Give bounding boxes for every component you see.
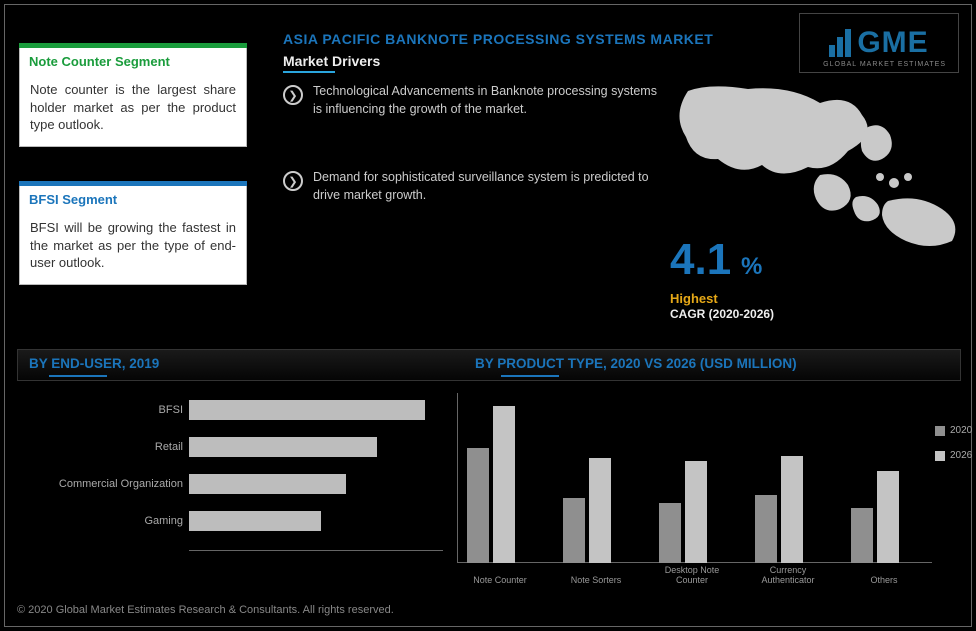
section-title-product: BY PRODUCT TYPE, 2020 VS 2026 (USD MILLI…: [475, 356, 797, 371]
enduser-category-labels: BFSI Retail Commercial Organization Gaming: [25, 397, 183, 545]
cagr-value: 4.1: [670, 235, 731, 285]
cagr-highest-label: Highest: [670, 291, 718, 306]
product-bar-group: [851, 471, 921, 563]
product-category-label: Desktop Note Counter: [649, 565, 735, 585]
driver-text: Technological Advancements in Banknote p…: [313, 83, 663, 118]
copyright-footer: © 2020 Global Market Estimates Research …: [17, 604, 394, 616]
side-box-body: Note counter is the largest share holder…: [20, 73, 246, 146]
enduser-category: Retail: [25, 434, 183, 460]
legend-item: 2020: [935, 425, 972, 436]
enduser-bar: [189, 397, 443, 423]
page-title: ASIA PACIFIC BANKNOTE PROCESSING SYSTEMS…: [283, 31, 713, 47]
brand-logo: GME GLOBAL MARKET ESTIMATES: [799, 13, 959, 73]
drivers-underline: [283, 71, 335, 73]
section-underline-product: [501, 375, 559, 377]
enduser-category: BFSI: [25, 397, 183, 423]
legend-swatch: [935, 426, 945, 436]
side-box-body: BFSI will be growing the fastest in the …: [20, 211, 246, 284]
driver-item: ❯ Technological Advancements in Banknote …: [283, 83, 663, 118]
product-category-label: Currency Authenticator: [745, 565, 831, 585]
logo-bars-icon: [829, 29, 851, 57]
side-box: BFSI SegmentBFSI will be growing the fas…: [19, 181, 247, 285]
section-title-enduser: BY END-USER, 2019: [29, 356, 159, 371]
asia-pacific-map-icon: [670, 81, 970, 251]
legend-label: 2026: [950, 450, 972, 461]
enduser-category: Gaming: [25, 508, 183, 534]
chevron-right-icon: ❯: [283, 85, 303, 105]
enduser-bar: [189, 434, 443, 460]
chevron-right-icon: ❯: [283, 171, 303, 191]
product-bar-group: [467, 406, 537, 563]
product-category-label: Note Counter: [457, 575, 543, 585]
cagr-range-label: CAGR (2020-2026): [670, 307, 774, 321]
product-chart-legend: 2020 2026: [935, 425, 972, 461]
product-type-bar-chart: Note Counter Note Sorters Desktop Note Cou…: [457, 393, 932, 591]
enduser-bar: [189, 471, 443, 497]
drivers-heading: Market Drivers: [283, 53, 380, 73]
product-bar-group: [563, 458, 633, 563]
legend-label: 2020: [950, 425, 972, 436]
logo-text: GME: [857, 26, 928, 60]
side-box-header: BFSI Segment: [19, 181, 247, 211]
product-category-label: Others: [841, 575, 927, 585]
driver-text: Demand for sophisticated surveillance sy…: [313, 169, 663, 204]
legend-swatch: [935, 451, 945, 461]
driver-item: ❯ Demand for sophisticated surveillance s…: [283, 169, 663, 204]
enduser-bar: [189, 508, 443, 534]
drivers-heading-text: Market Drivers: [283, 53, 380, 69]
enduser-category: Commercial Organization: [25, 471, 183, 497]
product-bar-group: [755, 456, 825, 563]
legend-item: 2026: [935, 450, 972, 461]
cagr-percent: %: [741, 253, 762, 281]
enduser-axis: [189, 550, 443, 551]
page-frame: GME GLOBAL MARKET ESTIMATES ASIA PACIFIC…: [4, 4, 972, 627]
side-box-header: Note Counter Segment: [19, 43, 247, 73]
logo-subtext: GLOBAL MARKET ESTIMATES: [823, 61, 946, 68]
product-category-label: Note Sorters: [553, 575, 639, 585]
side-box: Note Counter SegmentNote counter is the …: [19, 43, 247, 147]
product-bar-group: [659, 461, 729, 563]
section-underline-enduser: [49, 375, 107, 377]
